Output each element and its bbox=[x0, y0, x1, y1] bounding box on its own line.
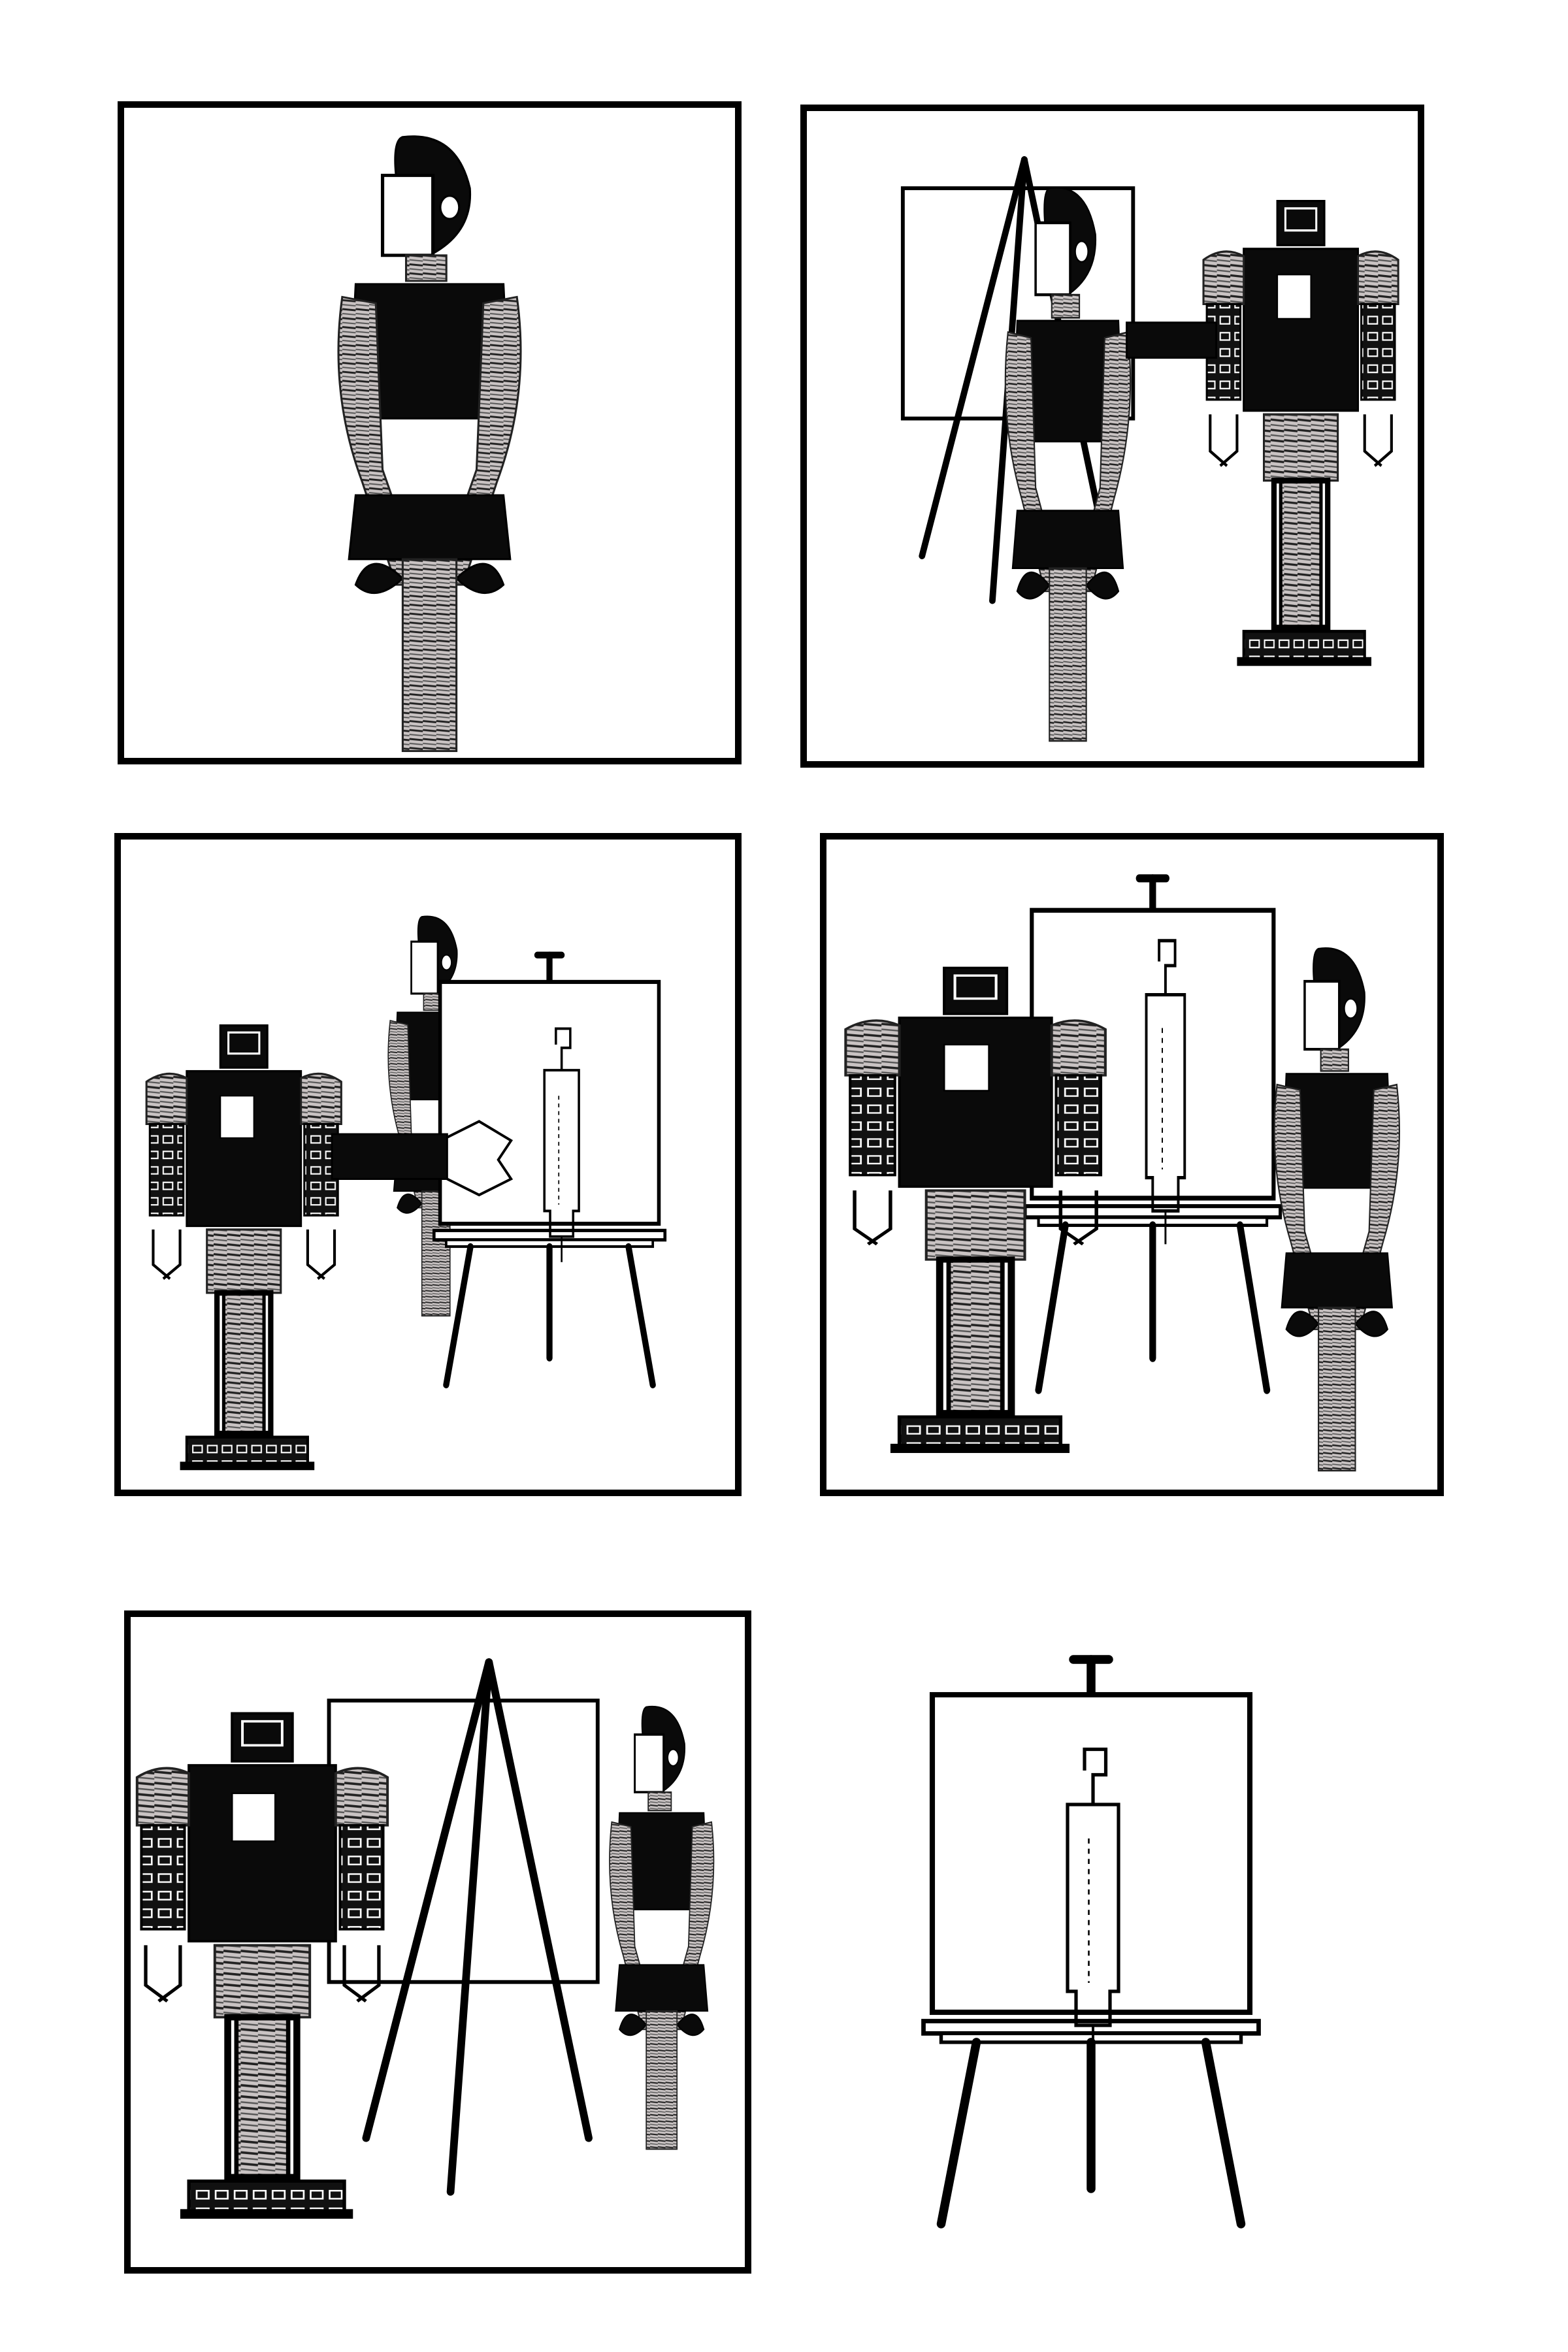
robot-gripper bbox=[446, 1120, 514, 1197]
finished-painting bbox=[889, 1646, 1333, 2234]
comic-panel-4 bbox=[820, 833, 1444, 1496]
panel-4-illustration bbox=[826, 840, 1437, 1490]
easel-with-canvas bbox=[924, 1659, 1259, 2224]
humanoid-robot bbox=[1275, 948, 1399, 1471]
panel-3-illustration bbox=[121, 915, 735, 1490]
panel-2-illustration bbox=[900, 111, 1418, 761]
box-robot bbox=[1203, 201, 1398, 666]
box-robot bbox=[146, 1026, 341, 1471]
robot-arm bbox=[331, 1133, 448, 1180]
comic-panel-2 bbox=[800, 105, 1424, 768]
humanoid-robot bbox=[338, 137, 521, 751]
panel-5-illustration bbox=[131, 1617, 715, 2267]
comic-panel-1 bbox=[118, 101, 742, 764]
easel-with-canvas bbox=[434, 955, 664, 1385]
humanoid-robot bbox=[608, 1705, 715, 2151]
comic-panel-3 bbox=[114, 833, 742, 1496]
finished-painting-illustration bbox=[889, 1646, 1333, 2234]
panel-1-illustration bbox=[124, 108, 735, 758]
comic-panel-5 bbox=[124, 1610, 751, 2274]
robot-arm bbox=[1126, 321, 1218, 359]
